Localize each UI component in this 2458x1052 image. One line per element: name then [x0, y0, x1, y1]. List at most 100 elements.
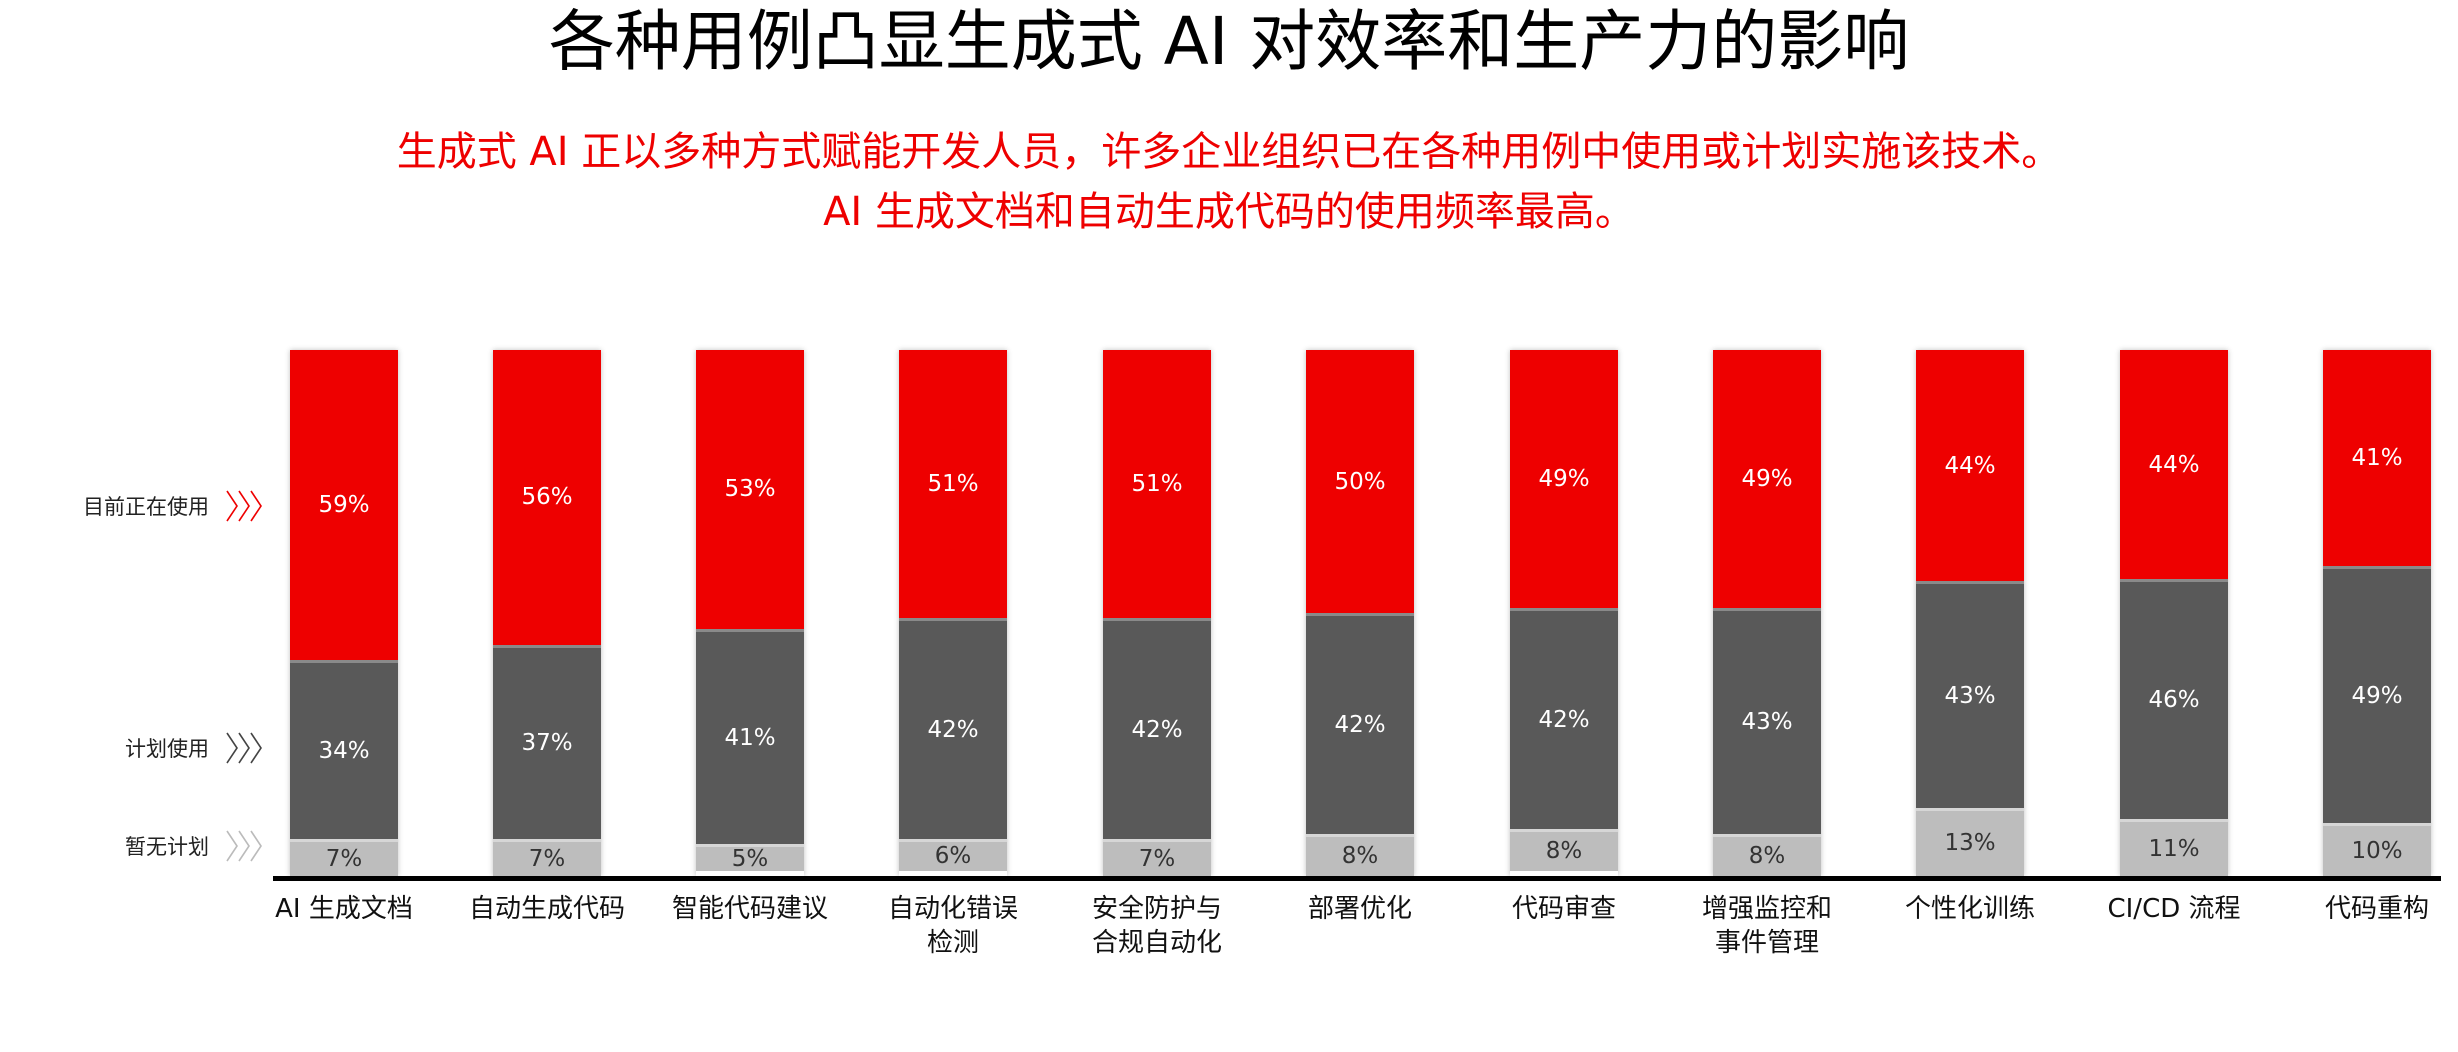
stacked-bar: 53% 41% 5%	[696, 350, 804, 876]
data-label: 7%	[1138, 846, 1176, 873]
data-label: 44%	[1944, 452, 1996, 479]
data-label: 7%	[325, 846, 363, 873]
legend-item-none: 暂无计划	[0, 826, 265, 866]
data-label: 8%	[1341, 843, 1379, 870]
bar-segment-planned: 42%	[1306, 613, 1414, 834]
triple-chevron-right-icon	[226, 830, 262, 862]
legend-label: 暂无计划	[125, 835, 209, 859]
stacked-bar: 49% 42% 8%	[1510, 350, 1618, 876]
stacked-bar: 49% 43% 8%	[1713, 350, 1821, 876]
bar-segment-planned: 46%	[2120, 579, 2228, 819]
data-label: 41%	[724, 725, 776, 752]
legend-item-using: 目前正在使用	[0, 486, 265, 526]
x-axis-label: 部署优化	[1307, 894, 1412, 924]
stacked-bar: 56% 37% 7%	[493, 350, 601, 876]
data-label: 42%	[1334, 711, 1386, 738]
x-axis-label: AI 生成文档	[275, 894, 413, 924]
bar-segment-using: 51%	[899, 350, 1007, 619]
data-label: 44%	[2148, 451, 2200, 478]
data-label: 53%	[724, 476, 776, 503]
data-label: 59%	[318, 492, 370, 519]
data-label: 37%	[521, 730, 573, 757]
bar-segment-none: 7%	[1103, 839, 1211, 876]
bar-segment-planned: 42%	[1103, 618, 1211, 840]
data-label: 34%	[318, 738, 370, 765]
x-axis-label: 增强监控和 事件管理	[1701, 894, 1832, 958]
x-axis-label: 个性化训练	[1904, 894, 2035, 924]
bar-segment-planned: 42%	[1510, 607, 1618, 829]
x-axis-label: 代码审查	[1511, 894, 1616, 924]
data-label: 6%	[934, 843, 972, 870]
data-label: 41%	[2351, 444, 2403, 471]
x-axis-label: 自动生成代码	[468, 894, 625, 924]
data-label: 42%	[927, 717, 979, 744]
data-label: 42%	[1538, 706, 1590, 733]
chart-subtitle-line-1: 生成式 AI 正以多种方式赋能开发人员，许多企业组织已在各种用例中使用或计划实施…	[396, 129, 2062, 175]
stacked-bar: 51% 42% 7%	[1103, 350, 1211, 876]
bar-segment-using: 50%	[1306, 350, 1414, 613]
data-label: 10%	[2351, 838, 2403, 865]
bar-segment-using: 44%	[1916, 350, 2024, 582]
bar-segment-none: 11%	[2120, 818, 2228, 876]
bar-segment-planned: 43%	[1916, 581, 2024, 808]
x-axis-label: 代码重构	[2324, 894, 2429, 924]
bar-segment-planned: 34%	[290, 660, 398, 840]
triple-chevron-right-icon	[226, 732, 262, 764]
data-label: 42%	[1131, 717, 1183, 744]
bar-segment-none: 8%	[1306, 833, 1414, 876]
stacked-bar: 44% 43% 13%	[1916, 350, 2024, 876]
data-label: 7%	[528, 846, 566, 873]
stacked-bar: 50% 42% 8%	[1306, 350, 1414, 876]
bar-segment-none: 6%	[899, 839, 1007, 871]
bar-segment-none: 8%	[1713, 833, 1821, 876]
chart-title: 各种用例凸显生成式 AI 对效率和生产力的影响	[548, 3, 1910, 80]
bar-segment-using: 44%	[2120, 350, 2228, 580]
data-label: 43%	[1944, 683, 1996, 710]
stacked-bar: 44% 46% 11%	[2120, 350, 2228, 876]
stacked-bar: 59% 34% 7%	[290, 350, 398, 876]
stacked-bar: 51% 42% 6%	[899, 350, 1007, 876]
triple-chevron-right-icon	[226, 490, 262, 522]
data-label: 11%	[2148, 835, 2200, 862]
bar-segment-planned: 49%	[2323, 565, 2431, 824]
bar-segment-using: 53%	[696, 350, 804, 629]
data-label: 51%	[927, 471, 979, 498]
bar-segment-none: 10%	[2323, 823, 2431, 876]
bar-segment-none: 5%	[696, 844, 804, 873]
x-axis-label: 安全防护与 合规自动化	[1091, 894, 1222, 958]
data-label: 8%	[1748, 843, 1786, 870]
chart-subtitle-line-2: AI 生成文档和自动生成代码的使用频率最高。	[823, 189, 1635, 235]
data-label: 43%	[1741, 709, 1793, 736]
bar-segment-planned: 37%	[493, 644, 601, 840]
bar-segment-using: 41%	[2323, 350, 2431, 566]
bar-segment-none: 13%	[1916, 807, 2024, 876]
bar-segment-none: 7%	[493, 839, 601, 876]
x-axis-label: CI/CD 流程	[2107, 894, 2241, 924]
bar-segment-using: 56%	[493, 350, 601, 645]
data-label: 46%	[2148, 687, 2200, 714]
data-label: 49%	[2351, 683, 2403, 710]
data-label: 5%	[731, 846, 769, 873]
x-axis-label: 自动化错误 检测	[887, 894, 1018, 958]
data-label: 13%	[1944, 830, 1996, 857]
bar-segment-planned: 41%	[696, 628, 804, 845]
bar-segment-using: 59%	[290, 350, 398, 661]
bar-segment-using: 49%	[1713, 350, 1821, 608]
bar-segment-planned: 43%	[1713, 607, 1821, 834]
data-label: 56%	[521, 484, 573, 511]
bar-segment-none: 8%	[1510, 828, 1618, 871]
x-axis-label: 智能代码建议	[671, 894, 828, 924]
data-label: 49%	[1538, 465, 1590, 492]
data-label: 51%	[1131, 471, 1183, 498]
bar-segment-using: 49%	[1510, 350, 1618, 608]
bar-segment-none: 7%	[290, 839, 398, 876]
data-label: 49%	[1741, 465, 1793, 492]
bar-segment-using: 51%	[1103, 350, 1211, 619]
data-label: 50%	[1334, 468, 1386, 495]
stacked-bar: 41% 49% 10%	[2323, 350, 2431, 876]
legend-label: 目前正在使用	[83, 495, 209, 519]
x-axis-line	[273, 876, 2441, 881]
bar-segment-planned: 42%	[899, 618, 1007, 840]
data-label: 8%	[1545, 838, 1583, 865]
legend-label: 计划使用	[125, 737, 209, 761]
